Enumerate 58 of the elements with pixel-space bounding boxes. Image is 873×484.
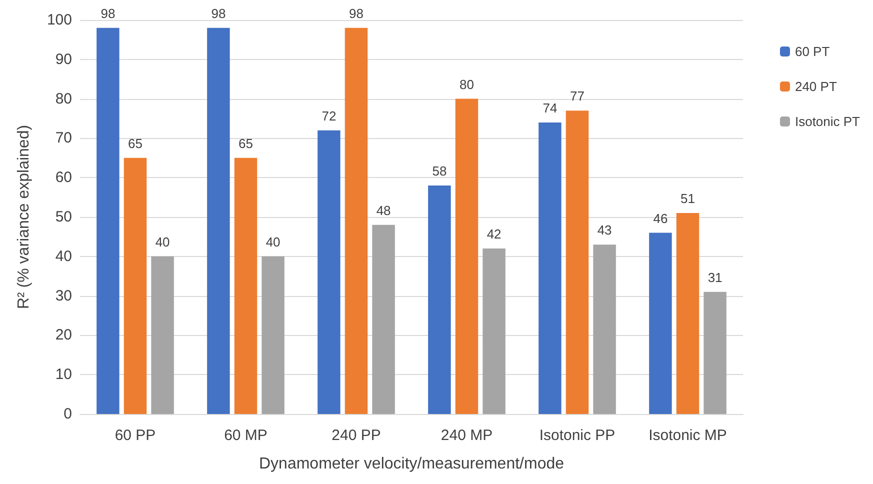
y-tick-label: 70 bbox=[55, 130, 72, 147]
x-axis-title: Dynamometer velocity/measurement/mode bbox=[258, 456, 564, 472]
bar bbox=[372, 224, 395, 414]
legend-label: Isotonic PT bbox=[794, 114, 860, 129]
x-tick-label: 240 PP bbox=[332, 427, 381, 444]
bar bbox=[538, 122, 562, 414]
data-label: 77 bbox=[570, 88, 584, 104]
data-label: 98 bbox=[211, 6, 226, 21]
y-tick-label: 30 bbox=[55, 287, 72, 304]
y-tick-label: 80 bbox=[55, 90, 72, 108]
x-tick-label: Isotonic PP bbox=[539, 427, 616, 444]
bar bbox=[318, 130, 340, 414]
data-label: 46 bbox=[653, 210, 668, 226]
bar bbox=[124, 158, 147, 414]
bar bbox=[482, 248, 506, 414]
data-label: 40 bbox=[266, 234, 280, 250]
data-label: 40 bbox=[155, 234, 170, 250]
y-axis-title: R² (% variance explained) bbox=[16, 124, 32, 310]
y-tick-label: 50 bbox=[55, 208, 72, 226]
bar bbox=[234, 158, 258, 414]
data-label: 65 bbox=[128, 136, 142, 151]
data-label: 65 bbox=[238, 136, 253, 151]
y-tick-label: 90 bbox=[55, 50, 72, 68]
bar bbox=[207, 28, 230, 414]
x-tick-label: 60 MP bbox=[224, 427, 268, 444]
x-tick-label: Isotonic MP bbox=[648, 427, 727, 444]
bar bbox=[151, 256, 174, 414]
bar bbox=[96, 28, 120, 414]
bar bbox=[455, 98, 478, 414]
data-label: 80 bbox=[460, 76, 474, 92]
x-tick-label: 60 PP bbox=[114, 427, 156, 444]
y-tick-label: 20 bbox=[55, 326, 72, 344]
legend-label: 60 PT bbox=[794, 44, 830, 59]
data-label: 31 bbox=[708, 270, 722, 285]
data-label: 72 bbox=[322, 108, 336, 124]
data-label: 48 bbox=[376, 202, 391, 218]
y-tick-label: 0 bbox=[64, 406, 72, 422]
data-label: 98 bbox=[349, 6, 364, 21]
bar bbox=[262, 256, 284, 414]
bar bbox=[428, 185, 451, 414]
legend-label: 240 PT bbox=[794, 79, 837, 94]
y-tick-label: 10 bbox=[55, 366, 72, 384]
data-label: 42 bbox=[486, 226, 502, 242]
bar bbox=[344, 28, 368, 414]
y-tick-label: 40 bbox=[55, 248, 72, 265]
data-label: 58 bbox=[432, 163, 447, 178]
x-tick-label: 240 MP bbox=[440, 427, 493, 444]
bar bbox=[566, 110, 589, 414]
bar bbox=[704, 292, 726, 414]
data-label: 98 bbox=[100, 6, 116, 21]
data-label: 74 bbox=[542, 100, 558, 116]
data-label: 51 bbox=[680, 191, 695, 206]
data-label: 43 bbox=[597, 222, 612, 238]
y-tick-label: 100 bbox=[46, 12, 72, 28]
y-tick-label: 60 bbox=[55, 169, 72, 186]
bar bbox=[649, 232, 672, 414]
bar bbox=[676, 213, 700, 414]
bar bbox=[593, 244, 616, 414]
